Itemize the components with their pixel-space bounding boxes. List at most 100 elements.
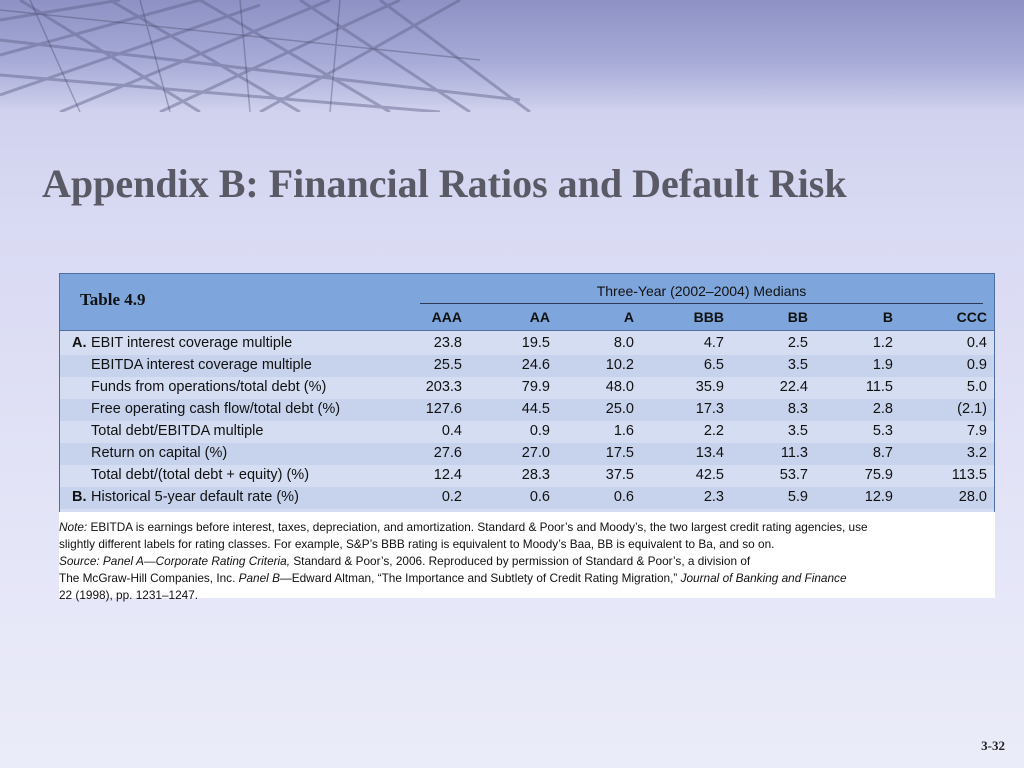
- table-cell: 22.4: [779, 379, 808, 395]
- column-header: A: [623, 309, 634, 325]
- table-cell: 79.9: [521, 379, 550, 395]
- table-cell: 25.5: [433, 357, 462, 373]
- source-line-1: Source: Panel A—Corporate Rating Criteri…: [59, 554, 751, 568]
- note-line-2: slightly different labels for rating cla…: [59, 537, 775, 551]
- row-label: B. Historical 5-year default rate (%): [72, 489, 299, 505]
- table-cell: 4.7: [703, 335, 724, 351]
- table-cell: 25.0: [605, 401, 634, 417]
- column-headers: AAA AA A BBB BB B CCC: [60, 309, 994, 329]
- row-label: Funds from operations/total debt (%): [91, 379, 326, 395]
- table-cell: 113.5: [951, 467, 987, 483]
- row-section-prefix: A.: [72, 335, 87, 351]
- table-cell: 1.6: [613, 423, 634, 439]
- column-header: AAA: [431, 309, 462, 325]
- row-label: Free operating cash flow/total debt (%): [91, 401, 340, 417]
- table-cell: 203.3: [425, 379, 462, 395]
- table-cell: 5.3: [872, 423, 893, 439]
- table-cell: 44.5: [521, 401, 550, 417]
- table-cell: 35.9: [695, 379, 724, 395]
- source-line-3: 22 (1998), pp. 1231–1247.: [59, 588, 199, 602]
- table-label: Table 4.9: [80, 290, 146, 309]
- table-cell: 0.9: [529, 423, 550, 439]
- table-cell: 0.4: [966, 335, 987, 351]
- table-row: Total debt/EBITDA multiple 0.4 0.9 1.6 2.2 3.…: [60, 421, 994, 443]
- table-cell: 12.9: [864, 489, 893, 505]
- table-cell: 75.9: [864, 467, 893, 483]
- source-line-2: The McGraw-Hill Companies, Inc. Panel B—…: [59, 571, 847, 585]
- table-cell: 17.3: [695, 401, 724, 417]
- table-cell: 8.7: [872, 445, 893, 461]
- table-cell: 8.0: [613, 335, 634, 351]
- row-label-text: EBIT interest coverage multiple: [91, 335, 293, 351]
- table-cell: 3.5: [787, 357, 808, 373]
- table-cell: 2.3: [703, 489, 724, 505]
- table-cell: 0.4: [441, 423, 462, 439]
- table-row: Funds from operations/total debt (%) 203.…: [60, 377, 994, 399]
- table-cell: 17.5: [605, 445, 634, 461]
- row-label-text: EBITDA interest coverage multiple: [91, 357, 312, 373]
- table-row: B. Historical 5-year default rate (%) 0.2 0…: [60, 487, 994, 509]
- column-header: CCC: [956, 309, 987, 325]
- table-notes: Note: EBITDA is earnings before interest…: [59, 512, 995, 602]
- table-cell: 0.6: [613, 489, 634, 505]
- table-cell: 37.5: [605, 467, 634, 483]
- table-cell: 0.6: [529, 489, 550, 505]
- table-cell: 11.5: [865, 379, 893, 395]
- table-cell: 3.2: [966, 445, 987, 461]
- table-body: A. EBIT interest coverage multiple 23.8 19.…: [59, 331, 995, 512]
- column-header: B: [882, 309, 893, 325]
- column-group-header: Three-Year (2002–2004) Medians: [420, 283, 983, 304]
- table-cell: 2.8: [872, 401, 893, 417]
- row-label-text: Free operating cash flow/total debt (%): [91, 401, 341, 417]
- table-row: Free operating cash flow/total debt (%) 1…: [60, 399, 994, 421]
- ratios-table: Table 4.9 Three-Year (2002–2004) Medians…: [59, 273, 995, 602]
- table-cell: 28.0: [958, 489, 987, 505]
- table-cell: 0.2: [441, 489, 462, 505]
- column-header: AA: [529, 309, 550, 325]
- table-cell: 27.6: [433, 445, 462, 461]
- table-cell: 11.3: [780, 445, 808, 461]
- table-cell: 127.6: [425, 401, 462, 417]
- slide-title: Appendix B: Financial Ratios and Default…: [42, 161, 847, 206]
- table-cell: 12.4: [433, 467, 462, 483]
- column-header: BB: [787, 309, 808, 325]
- table-cell: 2.5: [787, 335, 808, 351]
- table-cell: 24.6: [521, 357, 550, 373]
- table-cell: 7.9: [966, 423, 987, 439]
- table-row: EBITDA interest coverage multiple 25.5 24.…: [60, 355, 994, 377]
- table-cell: 10.2: [605, 357, 634, 373]
- row-label: A. EBIT interest coverage multiple: [72, 335, 292, 351]
- table-cell: 53.7: [779, 467, 808, 483]
- row-label: Total debt/EBITDA multiple: [91, 423, 263, 439]
- row-section-prefix: B.: [72, 489, 87, 505]
- source-label: Source: Panel A—Corporate Rating Criteri…: [59, 554, 291, 568]
- table-row: A. EBIT interest coverage multiple 23.8 19.…: [60, 333, 994, 355]
- table-cell: 19.5: [521, 335, 550, 351]
- note-line-1: Note: EBITDA is earnings before interest…: [59, 520, 868, 534]
- table-row: Total debt/(total debt + equity) (%) 12.4…: [60, 465, 994, 487]
- row-label-text: Total debt/EBITDA multiple: [91, 423, 264, 439]
- table-cell: 2.2: [703, 423, 724, 439]
- table-cell: 8.3: [787, 401, 808, 417]
- table-cell: 5.9: [787, 489, 808, 505]
- table-cell: 23.8: [433, 335, 462, 351]
- row-label-text: Historical 5-year default rate (%): [91, 489, 299, 505]
- table-cell: 48.0: [605, 379, 634, 395]
- table-cell: 27.0: [521, 445, 550, 461]
- row-label-text: Return on capital (%): [91, 445, 228, 461]
- table-cell: 13.4: [695, 445, 724, 461]
- row-label-text: Total debt/(total debt + equity) (%): [91, 467, 310, 483]
- table-cell: 5.0: [966, 379, 987, 395]
- row-label: Return on capital (%): [91, 445, 227, 461]
- row-label: EBITDA interest coverage multiple: [91, 357, 312, 373]
- table-cell: 1.9: [872, 357, 893, 373]
- note-label: Note:: [59, 520, 88, 534]
- table-cell: 1.2: [872, 335, 893, 351]
- table-cell: 3.5: [787, 423, 808, 439]
- table-header: Table 4.9 Three-Year (2002–2004) Medians…: [59, 273, 995, 331]
- table-cell: 28.3: [521, 467, 550, 483]
- row-label-text: Funds from operations/total debt (%): [91, 379, 327, 395]
- decorative-structure-graphic: [0, 0, 531, 112]
- column-header: BBB: [693, 309, 724, 325]
- header-banner: [0, 0, 1024, 112]
